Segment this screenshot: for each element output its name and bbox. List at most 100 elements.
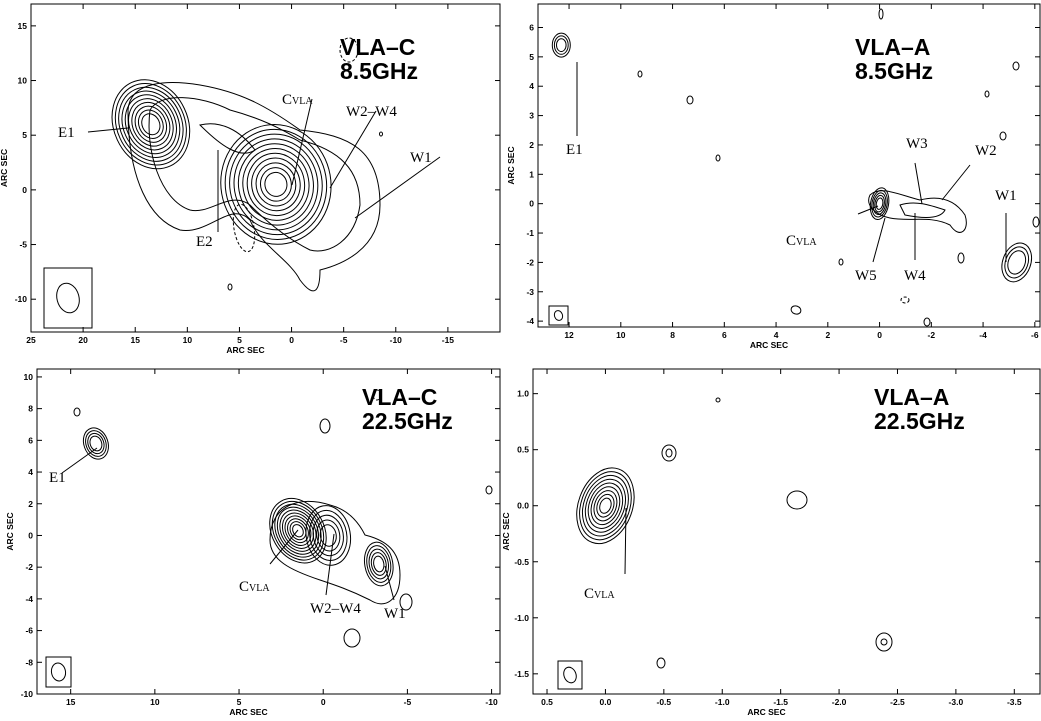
source-contour: [224, 128, 328, 240]
source-contour: [237, 143, 314, 226]
source-label: W5: [855, 268, 877, 284]
source-contour: [305, 505, 352, 566]
source-contour: [131, 101, 171, 147]
noise-contour: [661, 444, 677, 462]
x-axis-label: ARC SEC: [229, 707, 267, 717]
noise-contour: [957, 252, 965, 264]
panel-1: 25 20 15 10 5 0 -5 -10 -15 -10 -5 0 5 10 15 ARC SEC ARC …: [0, 3, 501, 355]
leader-line: [61, 447, 98, 474]
y-tick-label: -10: [21, 689, 34, 699]
source-contour: [141, 113, 161, 136]
y-tick-label: 0.0: [517, 501, 529, 511]
noise-contour: [999, 131, 1007, 141]
panel-title: 22.5GHz: [362, 408, 453, 434]
noise-contour: [878, 8, 884, 20]
leader-line: [941, 164, 971, 201]
source-label: CVLA: [584, 586, 615, 602]
source-contour: [366, 545, 392, 583]
y-tick-label: 8: [28, 404, 33, 414]
y-tick-label: 15: [18, 21, 28, 31]
y-tick-label: 0.5: [517, 445, 529, 455]
y-axis-label: ARC SEC: [506, 146, 516, 184]
x-axis-label: ARC SEC: [226, 345, 264, 355]
negative-contour: [232, 203, 256, 253]
x-tick-label: 0: [321, 697, 326, 707]
y-tick-label: 4: [529, 81, 534, 91]
x-tick-label: 0: [289, 335, 294, 345]
extended-envelope: [127, 82, 381, 292]
beam-box: [557, 660, 583, 690]
y-tick-label: 3: [529, 111, 534, 121]
noise-contour: [637, 70, 643, 78]
plot-frame: [537, 3, 1041, 328]
noise-contour: [790, 305, 802, 315]
noise-contour: [485, 485, 493, 495]
beam-box: [548, 305, 569, 326]
x-tick-label: -3.0: [949, 697, 964, 707]
source-label: W3: [906, 136, 928, 152]
x-tick-label: -15: [442, 335, 455, 345]
source-contour: [274, 503, 322, 558]
source-label: W2: [975, 143, 997, 159]
y-tick-label: -8: [25, 657, 33, 667]
source-label: W1: [384, 606, 406, 622]
y-tick-label: -2: [25, 562, 33, 572]
source-contour: [251, 157, 301, 212]
leader-line: [872, 217, 886, 263]
noise-contour: [1032, 216, 1040, 228]
source-contour: [85, 430, 107, 457]
x-tick-label: -1.0: [715, 697, 730, 707]
y-tick-label: -2: [526, 257, 534, 267]
y-tick-label: 1: [529, 169, 534, 179]
y-tick-label: 4: [28, 467, 33, 477]
source-label: CVLA: [239, 579, 270, 595]
x-tick-label: -4: [979, 330, 987, 340]
y-tick-label: 5: [22, 130, 27, 140]
x-tick-label: -10: [390, 335, 403, 345]
x-tick-label: 10: [150, 697, 160, 707]
x-tick-label: 10: [616, 330, 626, 340]
source-label-subscript: VLA: [796, 237, 817, 248]
y-tick-label: 0: [529, 199, 534, 209]
leader-line: [354, 156, 441, 219]
x-axis-label: ARC SEC: [747, 707, 785, 717]
y-tick-label: -3: [526, 287, 534, 297]
x-tick-label: 6: [722, 330, 727, 340]
source-contour: [1007, 250, 1027, 275]
source-contour: [121, 90, 181, 158]
x-tick-label: -2.0: [832, 697, 847, 707]
panel-title: 22.5GHz: [874, 408, 965, 434]
noise-contour: [786, 490, 808, 510]
extended-envelope: [269, 500, 401, 605]
beam-ellipse: [56, 282, 80, 314]
source-contour: [233, 138, 319, 231]
source-contour: [872, 192, 887, 215]
source-label: E1: [49, 470, 66, 486]
source-contour: [587, 482, 624, 529]
extended-envelope: [199, 123, 256, 154]
y-tick-label: -1.5: [514, 669, 529, 679]
plot-frame: [30, 3, 501, 333]
y-tick-label: 1.0: [517, 389, 529, 399]
source-contour: [128, 98, 174, 151]
source-contour: [555, 38, 567, 53]
source-contour: [869, 187, 890, 221]
leader-line: [857, 205, 879, 215]
source-contour: [584, 478, 626, 533]
source-contour: [229, 133, 323, 236]
x-tick-label: 10: [183, 335, 193, 345]
y-tick-label: -4: [25, 594, 33, 604]
source-contour: [82, 427, 109, 460]
plot-frame: [36, 368, 501, 695]
source-contour: [220, 124, 332, 245]
x-tick-label: -6: [1031, 330, 1039, 340]
source-label: CVLA: [282, 92, 313, 108]
y-tick-label: -4: [526, 316, 534, 326]
beam-ellipse: [50, 662, 67, 682]
source-label: E1: [566, 142, 583, 158]
x-tick-label: -2: [928, 330, 936, 340]
source-label: W4: [904, 268, 926, 284]
source-contour: [134, 105, 168, 143]
